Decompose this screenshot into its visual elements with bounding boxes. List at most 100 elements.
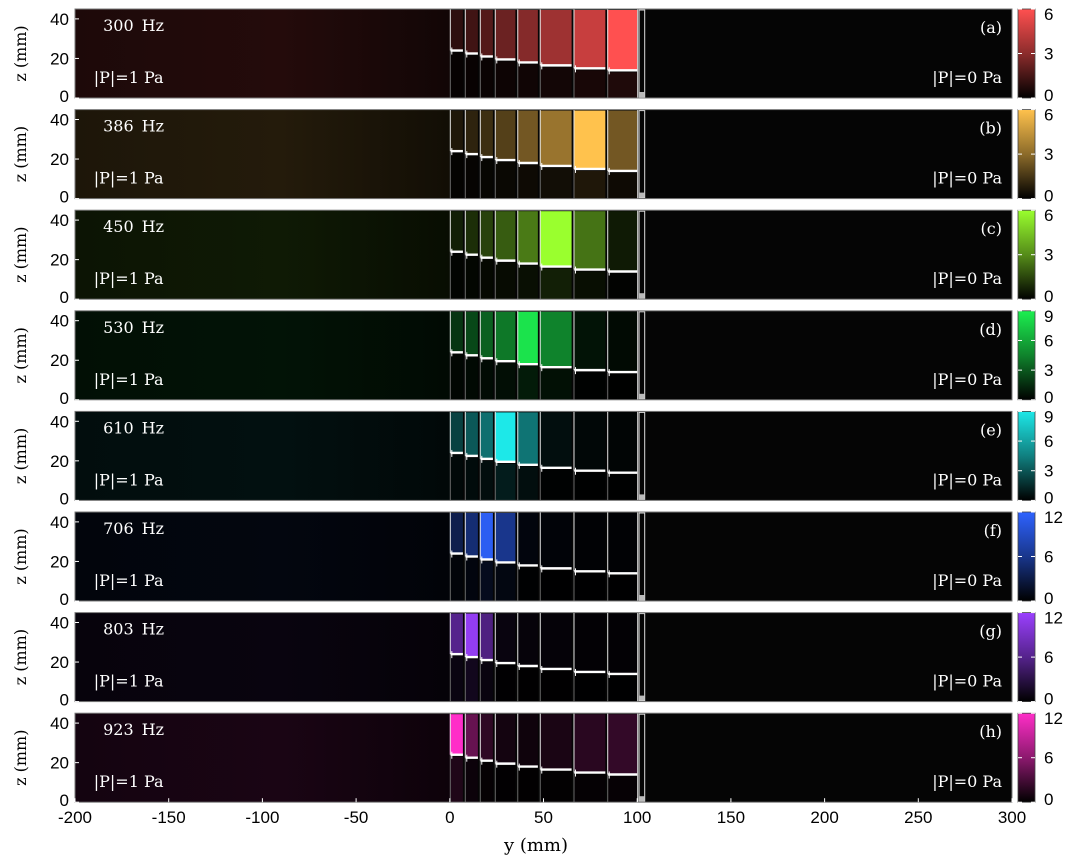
y-axis-label: z (mm) <box>11 428 30 484</box>
neck-cell <box>494 162 516 199</box>
plot-frame <box>74 8 1013 99</box>
colorbar <box>1017 310 1036 401</box>
y-axis-label: z (mm) <box>11 126 30 182</box>
cavity-cell <box>494 513 516 563</box>
neck-cell <box>449 555 463 601</box>
end-wall-foot <box>639 293 645 299</box>
incident-field <box>75 310 450 400</box>
cavity-cell <box>517 513 538 566</box>
neck-cell <box>464 659 478 702</box>
neck-cell <box>494 564 516 601</box>
cavity-cell <box>539 513 572 569</box>
y-tick-label: 20 <box>50 351 69 370</box>
x-tick-label: -50 <box>344 808 369 827</box>
colorbar-tick-label: 9 <box>1044 307 1053 326</box>
cavity-cell <box>607 311 638 373</box>
neck-cell <box>607 72 638 98</box>
cavity-cell <box>449 613 463 655</box>
cavity-cell <box>517 10 538 63</box>
neck-cell <box>607 474 638 501</box>
incident-field <box>75 9 450 98</box>
panel-e: 610 Hz (e) |P|=1 Pa |P|=0 Pa 0 20 40 z (mm) 0 3 6 9 <box>11 407 1053 508</box>
end-wall-foot <box>639 92 645 97</box>
cavity-cell <box>517 311 538 365</box>
panel-a: 300 Hz (a) |P|=1 Pa |P|=0 Pa 0 20 40 z (mm) 0 3 6 <box>11 5 1053 106</box>
panel-label: (d) <box>979 320 1002 339</box>
neck-cell <box>464 558 478 601</box>
neck-cell <box>494 463 516 501</box>
cavity-cell <box>573 211 606 270</box>
colorbar-tick-label: 3 <box>1044 45 1053 64</box>
panel-d: 530 Hz (d) |P|=1 Pa |P|=0 Pa 0 20 40 z (mm) 0 3 6 9 <box>11 307 1053 408</box>
neck-cell <box>517 466 538 501</box>
y-tick-label: 40 <box>50 211 69 230</box>
x-axis-label: y (mm) <box>503 835 568 856</box>
x-tick-label: 250 <box>904 808 932 827</box>
neck-cell <box>464 256 478 300</box>
neck-cell <box>517 567 538 601</box>
cavity-cell <box>539 613 572 669</box>
panel-g: 803 Hz (g) |P|=1 Pa |P|=0 Pa 0 20 40 z (mm) 0 6 12 <box>11 609 1063 710</box>
y-tick-label: 40 <box>50 714 69 733</box>
left-pressure-label: |P|=1 Pa <box>94 269 164 288</box>
colorbar-tick-label: 6 <box>1044 5 1053 24</box>
cavity-cell <box>449 211 463 252</box>
cavity-cell <box>464 714 478 758</box>
colorbar-tick-label: 6 <box>1044 432 1053 451</box>
incident-field <box>75 512 450 601</box>
neck-cell <box>449 354 463 400</box>
y-tick-label: 0 <box>60 791 69 810</box>
cavity-cell <box>479 513 493 560</box>
colorbar-tick-label: 6 <box>1044 106 1053 125</box>
y-axis-label: z (mm) <box>11 730 30 786</box>
incident-field <box>75 612 450 702</box>
cavity-cell <box>494 714 516 764</box>
neck-cell <box>479 159 493 199</box>
y-axis-label: z (mm) <box>11 327 30 383</box>
y-tick-label: 20 <box>50 49 69 68</box>
y-tick-label: 40 <box>50 613 69 632</box>
right-pressure-label: |P|=0 Pa <box>932 772 1002 791</box>
neck-cell <box>607 273 638 300</box>
neck-cell <box>449 756 463 803</box>
end-wall-foot <box>639 192 645 198</box>
cavity-cell <box>479 10 493 57</box>
panel-label: (g) <box>979 622 1002 641</box>
y-tick-label: 20 <box>50 150 69 169</box>
neck-cell <box>539 570 572 601</box>
cavity-cell <box>479 110 493 158</box>
neck-cell <box>464 759 478 803</box>
cavity-cell <box>464 513 478 557</box>
cavity-cell <box>449 10 463 51</box>
incident-field <box>75 411 450 501</box>
frequency-label: 386 Hz <box>103 117 164 136</box>
cavity-cell <box>517 110 538 163</box>
colorbar-tick-label: 12 <box>1044 508 1063 527</box>
neck-cell <box>573 573 606 601</box>
cavity-cell <box>479 211 493 258</box>
neck-cell <box>539 469 572 501</box>
right-pressure-label: |P|=0 Pa <box>932 169 1002 188</box>
neck-cell <box>573 70 606 98</box>
y-tick-label: 40 <box>50 10 69 29</box>
neck-cell <box>573 372 606 400</box>
colorbar-tick-label: 0 <box>1044 690 1053 709</box>
cavity-cell <box>539 412 572 468</box>
cavity-cell <box>494 311 516 362</box>
panel-label: (e) <box>980 420 1002 439</box>
incident-field <box>75 109 450 199</box>
frequency-label: 610 Hz <box>103 418 164 437</box>
neck-cell <box>539 67 572 98</box>
neck-cell <box>479 662 493 702</box>
cavity-cell <box>539 311 572 368</box>
y-axis-label: z (mm) <box>11 227 30 283</box>
neck-cell <box>464 156 478 199</box>
colorbar-tick-label: 0 <box>1044 187 1053 206</box>
colorbar-tick-label: 6 <box>1044 648 1053 667</box>
frequency-label: 450 Hz <box>103 217 164 236</box>
neck-cell <box>607 776 638 803</box>
y-tick-label: 0 <box>60 489 69 508</box>
neck-cell <box>464 55 478 98</box>
neck-cell <box>449 454 463 501</box>
